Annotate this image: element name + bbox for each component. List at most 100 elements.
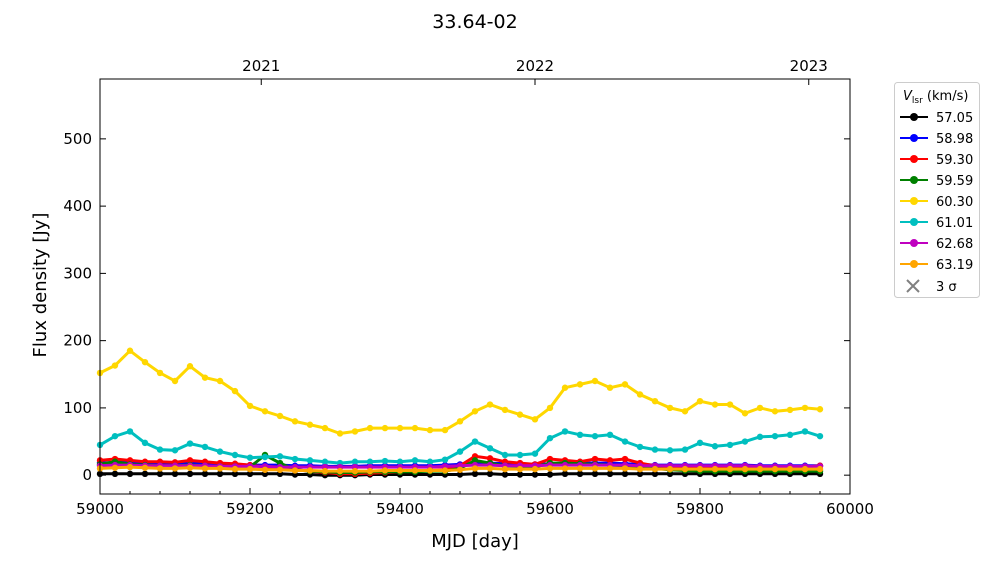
data-point bbox=[546, 465, 554, 472]
data-point bbox=[486, 401, 494, 408]
x-tick-label: 59000 bbox=[76, 500, 124, 518]
data-point bbox=[711, 443, 719, 450]
top-tick-label: 2023 bbox=[790, 57, 828, 75]
data-point bbox=[486, 465, 494, 472]
series-61.01 bbox=[96, 428, 824, 467]
data-point bbox=[681, 408, 689, 415]
data-point bbox=[156, 446, 164, 453]
data-point bbox=[126, 463, 134, 471]
y-axis-label: Flux density [Jy] bbox=[30, 213, 51, 358]
data-point bbox=[411, 457, 419, 464]
data-point bbox=[621, 470, 629, 478]
data-point bbox=[636, 391, 644, 398]
x-tick-label: 60000 bbox=[826, 500, 874, 518]
data-point bbox=[756, 465, 764, 473]
data-point bbox=[336, 430, 344, 437]
data-point bbox=[291, 467, 299, 474]
data-point bbox=[216, 448, 224, 455]
data-point bbox=[516, 465, 524, 473]
legend-item-3sigma: 3 σ bbox=[906, 279, 957, 295]
data-point bbox=[396, 467, 404, 474]
axes-frame bbox=[99, 78, 851, 495]
data-point bbox=[201, 465, 209, 472]
data-point bbox=[606, 470, 614, 478]
data-point bbox=[291, 455, 299, 463]
data-point bbox=[231, 470, 239, 478]
data-point bbox=[306, 421, 314, 428]
data-point bbox=[531, 416, 539, 423]
legend-label: 3 σ bbox=[936, 280, 957, 295]
data-point bbox=[711, 401, 719, 408]
data-point bbox=[666, 404, 674, 412]
data-point bbox=[546, 434, 554, 442]
data-point bbox=[531, 465, 539, 473]
legend-item-57.05: 57.05 bbox=[900, 111, 973, 126]
data-point bbox=[636, 470, 644, 478]
data-point bbox=[201, 470, 209, 478]
data-point bbox=[216, 377, 224, 385]
data-point bbox=[801, 404, 809, 412]
data-point bbox=[366, 424, 374, 432]
y-tick-label: 400 bbox=[63, 197, 92, 215]
data-point bbox=[621, 465, 629, 472]
data-point bbox=[231, 451, 239, 459]
data-point bbox=[816, 406, 824, 413]
data-point bbox=[321, 467, 329, 475]
data-point bbox=[216, 470, 224, 478]
data-point bbox=[441, 426, 449, 434]
data-point bbox=[321, 424, 329, 432]
series-63.19 bbox=[96, 463, 824, 475]
data-point bbox=[756, 433, 764, 441]
axis-ticks: 59000 59200 59400 59600 59800 60000 0 100 200 300… bbox=[63, 57, 874, 518]
data-point bbox=[171, 447, 179, 454]
data-point bbox=[426, 467, 434, 474]
legend-item-58.98: 58.98 bbox=[900, 132, 973, 147]
legend-label: 57.05 bbox=[936, 111, 973, 126]
legend-item-59.30: 59.30 bbox=[900, 153, 973, 168]
legend-label: 61.01 bbox=[936, 216, 973, 231]
legend-marker-icon bbox=[910, 260, 918, 268]
data-point bbox=[141, 439, 149, 447]
data-point bbox=[261, 466, 269, 473]
data-point bbox=[726, 441, 734, 449]
legend-label: 59.30 bbox=[936, 153, 973, 168]
data-point bbox=[651, 465, 659, 473]
legend-label: 62.68 bbox=[936, 237, 973, 252]
data-point bbox=[576, 465, 584, 472]
data-point bbox=[111, 362, 119, 369]
x-tick-label: 59400 bbox=[376, 500, 424, 518]
data-point bbox=[456, 471, 464, 478]
data-point bbox=[681, 465, 689, 473]
legend-marker-icon bbox=[910, 176, 918, 184]
legend-marker-icon bbox=[910, 197, 918, 205]
data-point bbox=[531, 450, 539, 457]
data-point bbox=[411, 467, 419, 474]
data-point bbox=[726, 401, 734, 408]
data-point bbox=[501, 406, 509, 414]
data-point bbox=[186, 457, 194, 464]
data-point bbox=[576, 470, 584, 478]
data-point bbox=[696, 439, 704, 447]
data-point bbox=[576, 431, 584, 439]
data-point bbox=[141, 464, 149, 471]
data-point bbox=[561, 470, 569, 478]
data-point bbox=[651, 446, 659, 453]
data-point bbox=[351, 458, 359, 465]
data-point bbox=[201, 443, 209, 451]
data-point bbox=[306, 467, 314, 474]
legend-title: Vlsr (km/s) bbox=[903, 89, 968, 106]
data-point bbox=[246, 465, 254, 473]
data-point bbox=[771, 408, 779, 415]
y-tick-label: 200 bbox=[63, 332, 92, 350]
data-point bbox=[381, 424, 389, 432]
data-point bbox=[576, 381, 584, 388]
data-point bbox=[606, 457, 614, 464]
data-point bbox=[636, 465, 644, 473]
y-tick-label: 100 bbox=[63, 399, 92, 417]
data-point bbox=[771, 432, 779, 440]
data-point bbox=[546, 404, 554, 412]
data-point bbox=[126, 428, 134, 435]
data-point bbox=[756, 404, 764, 412]
data-point bbox=[231, 465, 239, 473]
data-point bbox=[531, 471, 539, 478]
